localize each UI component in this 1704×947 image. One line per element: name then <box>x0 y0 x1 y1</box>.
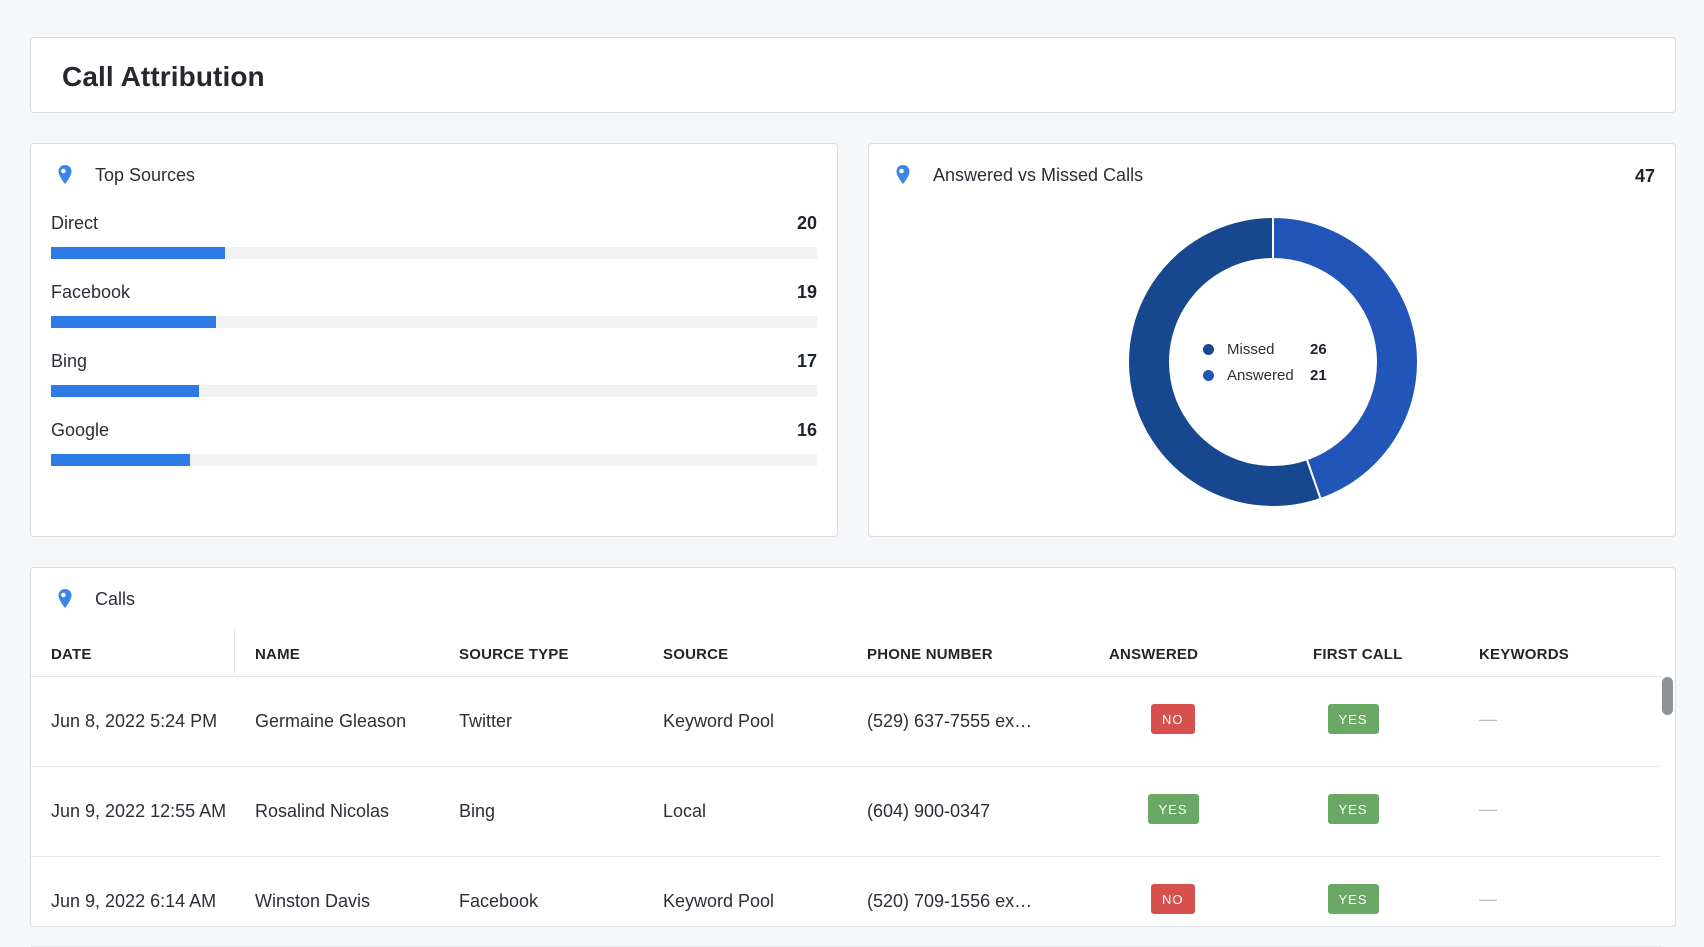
table-scrollbar[interactable] <box>1662 677 1673 715</box>
source-label: Direct <box>51 213 99 233</box>
answered-badge: NO <box>1151 884 1195 914</box>
source-label: Bing <box>51 351 88 371</box>
legend-item: Answered 21 <box>1203 365 1343 391</box>
first-call-badge: YES <box>1327 794 1379 824</box>
cell-source-type: Twitter <box>459 711 513 731</box>
legend-value: 21 <box>1310 367 1327 384</box>
source-label: Facebook <box>51 282 131 302</box>
legend-dot <box>1203 370 1214 381</box>
source-row: Google 16 <box>51 420 817 470</box>
keywords-empty: — <box>1479 709 1497 729</box>
header-divider <box>31 676 1661 677</box>
donut-legend: Missed 26 Answered 21 <box>1203 339 1343 391</box>
cell-phone-number: (520) 709-1556 ex… <box>867 891 1033 911</box>
answered-missed-heading: Answered vs Missed Calls <box>895 164 1143 186</box>
legend-value: 26 <box>1310 341 1327 358</box>
source-bar-fill <box>51 385 199 397</box>
source-bar-fill <box>51 247 225 259</box>
source-label: Google <box>51 420 110 440</box>
source-count: 17 <box>796 351 817 371</box>
cell-phone-number: (604) 900-0347 <box>867 801 991 821</box>
map-pin-icon <box>896 165 910 184</box>
cell-name: Rosalind Nicolas <box>255 801 390 821</box>
column-header-first-call[interactable]: FIRST CALL <box>1313 646 1403 663</box>
total-calls-count: 47 <box>1634 166 1655 186</box>
source-bar-fill <box>51 454 190 466</box>
legend-dot <box>1203 344 1214 355</box>
cell-source-type: Facebook <box>459 891 539 911</box>
cell-date: Jun 8, 2022 5:24 PM <box>51 711 218 731</box>
calls-title: Calls <box>95 588 136 609</box>
answered-missed-title: Answered vs Missed Calls <box>933 164 1144 185</box>
top-sources-widget: Top Sources Direct 20 Facebook 19 Bing 17 Goog… <box>30 143 838 537</box>
column-header-answered[interactable]: ANSWERED <box>1109 646 1199 663</box>
source-count: 16 <box>796 420 817 440</box>
source-row: Bing 17 <box>51 351 817 401</box>
cell-name: Germaine Gleason <box>255 711 407 731</box>
column-divider <box>234 628 235 674</box>
source-row: Direct 20 <box>51 213 817 263</box>
cell-date: Jun 9, 2022 6:14 AM <box>51 891 217 911</box>
page-title: Call Attribution <box>62 61 265 92</box>
table-row[interactable]: Jun 9, 2022 12:55 AM Rosalind Nicolas Bing… <box>31 767 1661 857</box>
column-header-phone-number[interactable]: PHONE NUMBER <box>867 646 993 663</box>
answered-badge: YES <box>1147 794 1199 824</box>
first-call-badge: YES <box>1327 704 1379 734</box>
cell-source: Keyword Pool <box>663 711 775 731</box>
column-header-date[interactable]: DATE <box>51 646 92 663</box>
cell-source: Keyword Pool <box>663 891 775 911</box>
answered-missed-widget: Answered vs Missed Calls 47 Missed 26 Answ… <box>868 143 1676 537</box>
cell-name: Winston Davis <box>255 891 371 911</box>
keywords-empty: — <box>1479 889 1497 909</box>
calls-heading: Calls <box>57 588 135 610</box>
cell-phone-number: (529) 637-7555 ex… <box>867 711 1033 731</box>
donut-slice-answered[interactable] <box>1272 216 1419 501</box>
cell-source-type: Bing <box>459 801 496 821</box>
source-bar-track <box>51 247 817 259</box>
map-pin-icon <box>58 589 72 608</box>
answered-badge: NO <box>1151 704 1195 734</box>
source-bar-track <box>51 385 817 397</box>
legend-item: Missed 26 <box>1203 339 1343 365</box>
source-row: Facebook 19 <box>51 282 817 332</box>
source-count: 19 <box>796 282 817 302</box>
column-header-keywords[interactable]: KEYWORDS <box>1479 646 1569 663</box>
top-sources-heading: Top Sources <box>57 164 195 186</box>
cell-source: Local <box>663 801 707 821</box>
source-bar-fill <box>51 316 216 328</box>
keywords-empty: — <box>1479 799 1497 819</box>
table-row[interactable]: Jun 9, 2022 6:14 AM Winston Davis Facebook… <box>31 857 1661 947</box>
source-count: 20 <box>796 213 817 233</box>
header-panel: Call Attribution <box>30 37 1676 113</box>
table-row[interactable]: Jun 8, 2022 5:24 PM Germaine Gleason Twitt… <box>31 677 1661 767</box>
top-sources-title: Top Sources <box>95 164 196 185</box>
column-header-source[interactable]: SOURCE <box>663 646 729 663</box>
map-pin-icon <box>58 165 72 184</box>
legend-label: Missed <box>1227 341 1275 358</box>
cell-date: Jun 9, 2022 12:55 AM <box>51 801 227 821</box>
first-call-badge: YES <box>1327 884 1379 914</box>
source-bar-track <box>51 454 817 466</box>
source-bar-track <box>51 316 817 328</box>
legend-label: Answered <box>1227 367 1294 384</box>
column-header-source-type[interactable]: SOURCE TYPE <box>459 646 569 663</box>
column-header-name[interactable]: NAME <box>255 646 300 663</box>
calls-widget: Calls DATE NAME SOURCE TYPE SOURCE PHONE NUM… <box>30 567 1676 947</box>
donut-chart <box>1127 216 1419 508</box>
donut-slice-missed[interactable] <box>1127 216 1322 508</box>
